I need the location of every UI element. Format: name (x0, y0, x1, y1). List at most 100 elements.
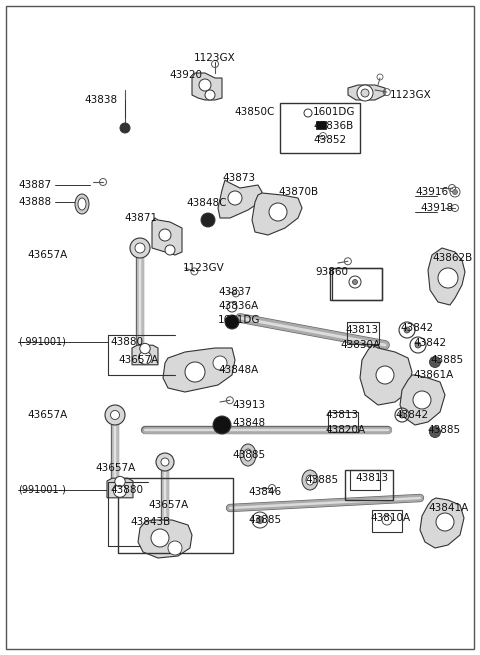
Bar (118, 478, 233, 553)
Polygon shape (192, 73, 222, 100)
Text: 43852: 43852 (313, 135, 346, 145)
Text: 1601DG: 1601DG (218, 315, 261, 325)
Circle shape (156, 453, 174, 471)
Polygon shape (252, 193, 302, 235)
Ellipse shape (78, 198, 86, 210)
Bar (372, 510, 402, 532)
Bar (347, 322, 379, 344)
Text: 43861A: 43861A (413, 370, 453, 380)
Text: 43850C: 43850C (235, 107, 275, 117)
Circle shape (404, 327, 410, 333)
Text: 43880: 43880 (110, 337, 143, 347)
Text: 43830A: 43830A (340, 340, 380, 350)
Text: 43810A: 43810A (370, 513, 410, 523)
Bar (332, 268, 382, 300)
Text: 43873: 43873 (222, 173, 255, 183)
Circle shape (165, 245, 175, 255)
Text: 43888: 43888 (19, 197, 52, 207)
Bar (350, 470, 380, 490)
Circle shape (135, 243, 145, 253)
Circle shape (256, 517, 264, 523)
Circle shape (168, 541, 182, 555)
Circle shape (415, 342, 421, 348)
Text: (991001-): (991001-) (18, 485, 66, 495)
Circle shape (159, 229, 171, 241)
Text: 43913: 43913 (232, 400, 265, 410)
Text: 43820A: 43820A (325, 425, 365, 435)
Text: 43837: 43837 (218, 287, 251, 297)
Circle shape (225, 315, 239, 329)
Circle shape (213, 356, 227, 370)
Circle shape (213, 416, 231, 434)
Circle shape (361, 89, 369, 97)
Circle shape (151, 529, 169, 547)
Text: 43836A: 43836A (218, 301, 258, 311)
Text: 43657A: 43657A (95, 463, 135, 473)
Text: 43885: 43885 (248, 515, 281, 525)
Text: 43813: 43813 (325, 410, 358, 420)
Circle shape (199, 79, 211, 91)
Circle shape (436, 513, 454, 531)
Circle shape (228, 191, 242, 205)
Bar (330, 268, 382, 300)
Bar (316, 121, 326, 129)
Bar (345, 470, 393, 500)
Circle shape (113, 484, 127, 497)
Polygon shape (428, 248, 465, 305)
Polygon shape (218, 180, 262, 218)
Circle shape (161, 458, 169, 466)
Text: 43842: 43842 (413, 338, 446, 348)
Polygon shape (360, 345, 412, 405)
Circle shape (438, 268, 458, 288)
Circle shape (130, 238, 150, 258)
Circle shape (140, 343, 150, 354)
Circle shape (201, 213, 215, 227)
Text: 43918: 43918 (420, 203, 453, 213)
Text: 43885: 43885 (305, 475, 338, 485)
Text: 43848A: 43848A (218, 365, 258, 375)
Circle shape (453, 189, 457, 195)
Text: 43870B: 43870B (278, 187, 318, 197)
Ellipse shape (240, 444, 256, 466)
Polygon shape (420, 498, 464, 548)
Text: 43841A: 43841A (428, 503, 468, 513)
Text: 43871: 43871 (125, 213, 158, 223)
Circle shape (357, 85, 373, 101)
Polygon shape (138, 520, 192, 558)
Text: (-991001): (-991001) (18, 337, 66, 347)
Text: 43657A: 43657A (148, 500, 188, 510)
Polygon shape (132, 345, 158, 365)
Circle shape (139, 351, 152, 364)
Circle shape (115, 476, 125, 487)
Text: 43885: 43885 (427, 425, 460, 435)
Circle shape (205, 90, 215, 100)
Circle shape (185, 362, 205, 382)
Text: 43887: 43887 (19, 180, 52, 190)
Text: 43813: 43813 (345, 325, 378, 335)
Polygon shape (152, 218, 182, 255)
Text: 43657A: 43657A (118, 355, 158, 365)
Polygon shape (400, 375, 445, 425)
Text: 43843B: 43843B (130, 517, 170, 527)
Ellipse shape (244, 449, 252, 461)
Text: 43657A: 43657A (28, 410, 68, 420)
Bar (280, 103, 360, 153)
Text: 43842: 43842 (400, 323, 433, 333)
Text: 93860: 93860 (315, 267, 348, 277)
Text: 43842: 43842 (395, 410, 428, 420)
Circle shape (413, 391, 431, 409)
Circle shape (352, 280, 358, 284)
Text: 43836B: 43836B (313, 121, 353, 131)
Circle shape (376, 366, 394, 384)
Circle shape (105, 405, 125, 425)
Text: 43848: 43848 (232, 418, 265, 428)
Text: 43657A: 43657A (28, 250, 68, 260)
Circle shape (269, 203, 287, 221)
Ellipse shape (302, 470, 318, 490)
Text: 43813: 43813 (355, 473, 388, 483)
Text: 43862B: 43862B (432, 253, 472, 263)
Polygon shape (163, 348, 235, 392)
Circle shape (399, 412, 405, 418)
Text: 1123GX: 1123GX (390, 90, 432, 100)
Circle shape (120, 123, 130, 133)
